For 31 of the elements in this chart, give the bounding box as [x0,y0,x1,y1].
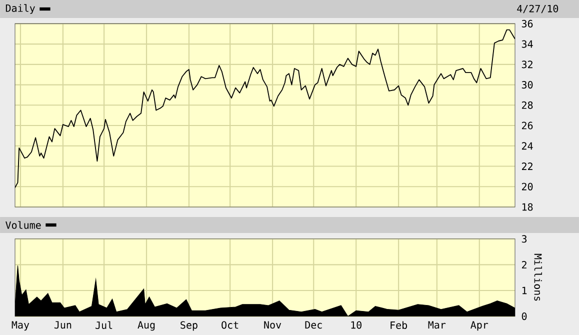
chart-title: Volume [6,221,41,229]
x-tick-label: Mar [428,321,446,329]
y-tick-label: 36 [522,20,533,28]
line-series [15,29,515,188]
y-tick-label: 24 [522,142,533,150]
x-tick-label: Oct [222,321,238,329]
y-tick-label: 18 [522,203,533,211]
y-tick-label: 30 [522,81,533,89]
x-tick-label: Apr [470,321,488,331]
y-tick-label: 2 [522,260,526,268]
x-tick-label: Aug [138,321,155,331]
text: 4/27/10 [517,4,558,14]
y-axis-title: Millions [534,254,542,301]
x-tick-label: Jul [96,321,112,330]
x-tick-label: Jun [54,321,72,329]
x-tick-label: Nov [264,321,282,329]
x-tick-label: Dec [305,321,322,329]
y-tick-label: 1 [522,286,527,294]
y-tick-label: 0 [522,312,527,320]
x-tick-label: Sep [180,321,198,331]
x-tick-label: Feb [390,321,408,329]
y-tick-label: 22 [522,162,532,170]
x-tick-label: May [12,321,30,331]
y-tick-label: 34 [522,40,533,48]
y-tick-label: 3 [522,235,527,243]
x-tick-label: 10 [351,321,362,329]
y-tick-label: 26 [522,122,533,130]
y-tick-label: 32 [522,60,532,68]
chart-title: Daily [6,4,35,14]
y-tick-label: 20 [522,182,533,190]
y-tick-label: 28 [522,101,533,109]
